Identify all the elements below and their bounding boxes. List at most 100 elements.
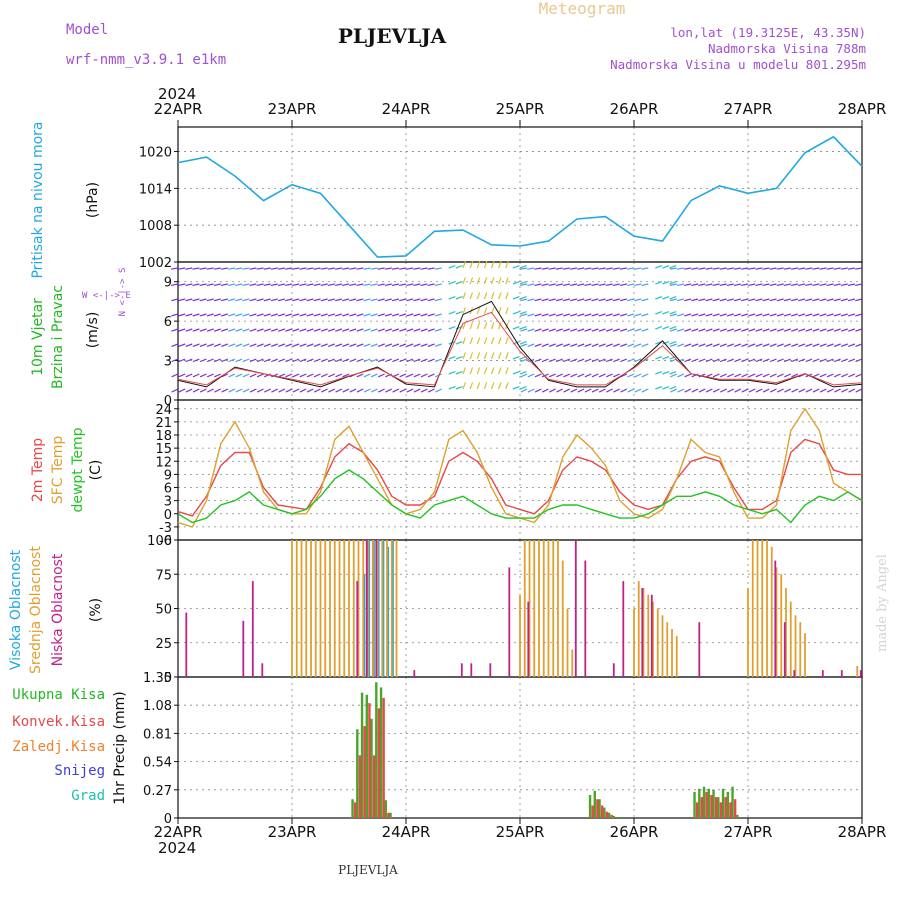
pressure-line xyxy=(177,135,863,258)
wind-arrow xyxy=(783,343,791,347)
wind-arrow xyxy=(705,313,713,317)
wind-label-1: 10m Vjetar xyxy=(30,298,46,376)
wind-arrow xyxy=(762,283,770,287)
wind-arrow xyxy=(769,358,777,363)
wind-arrow xyxy=(769,328,777,332)
wind-arrow xyxy=(855,313,863,317)
wind-arrow xyxy=(213,298,221,302)
wind-arrow xyxy=(413,298,421,302)
year-bottom: 2024 xyxy=(158,839,196,857)
wind-arrow xyxy=(833,343,841,347)
wind-arrow xyxy=(762,298,770,302)
wind-arrow xyxy=(776,343,784,347)
wind-arrow xyxy=(483,307,488,315)
wind-arrow xyxy=(555,343,563,347)
wind-arrow xyxy=(619,283,627,287)
wind-arrow xyxy=(677,343,685,347)
wind-arrow xyxy=(385,388,393,393)
wind-arrow xyxy=(342,267,350,270)
wind-arrow xyxy=(798,283,806,287)
wind-arrow xyxy=(812,358,820,363)
wind-arrow xyxy=(534,343,542,347)
wind-arrow xyxy=(819,373,827,378)
wind-arrow xyxy=(285,328,293,332)
wind-arrow xyxy=(207,388,214,393)
wind-arrow xyxy=(741,283,749,287)
wind-arrow xyxy=(263,343,271,347)
wind-arrow xyxy=(249,328,257,332)
wind-arrow xyxy=(598,267,606,270)
wind-arrow xyxy=(819,283,827,287)
wind-arrow xyxy=(349,388,357,393)
wind-arrow xyxy=(264,388,271,393)
mid-cloud-bar xyxy=(367,540,369,677)
wind-arrow xyxy=(805,267,813,270)
wind-arrow xyxy=(641,313,649,317)
total-rain-bar xyxy=(356,729,359,818)
wind-arrow xyxy=(178,388,186,393)
wind-arrow xyxy=(320,328,328,332)
wind-arrow xyxy=(519,341,527,345)
wind-arrow xyxy=(363,343,371,347)
wind-arrow xyxy=(684,373,692,378)
wind-arrow xyxy=(748,328,756,332)
wind-arrow xyxy=(605,313,613,317)
wind-arrow xyxy=(662,265,670,269)
wind-arrow xyxy=(627,343,635,347)
wind-arrow xyxy=(684,343,692,347)
conv-rain-bar xyxy=(596,799,599,818)
mid-cloud-bar xyxy=(357,540,360,677)
total-rain-bar xyxy=(588,795,592,818)
mid-cloud-bar xyxy=(637,581,640,677)
wind-arrow xyxy=(791,343,799,347)
wind-arrow xyxy=(206,373,214,378)
wind-arrow xyxy=(840,298,848,302)
mid-cloud-bar xyxy=(552,540,555,677)
mid-cloud-bar xyxy=(666,622,669,677)
total-rain-bar xyxy=(721,788,725,818)
wind-arrow xyxy=(549,388,556,393)
y-tick-label: 75 xyxy=(155,568,172,583)
wind-arrow xyxy=(278,388,286,393)
wind-arrow xyxy=(591,373,599,378)
low-cloud-bar xyxy=(527,601,530,677)
wind-arrow xyxy=(541,298,549,302)
mid-cloud-bar xyxy=(523,540,526,677)
wind-arrow xyxy=(527,343,535,347)
wind-arrow xyxy=(634,343,642,347)
wind-arrow xyxy=(819,313,827,317)
wind-arrow xyxy=(185,343,193,347)
wind-arrow xyxy=(563,358,571,363)
wind-arrow xyxy=(327,267,335,270)
wind-arrow xyxy=(356,373,364,378)
mid-cloud-bar xyxy=(348,540,350,677)
wind-label-2: Brzina i Pravac xyxy=(50,285,66,389)
wind-arrow xyxy=(483,322,488,330)
mid-cloud-bar xyxy=(761,540,764,677)
wind-arrow xyxy=(199,267,207,270)
wind-arrow xyxy=(285,298,293,302)
wind-arrow xyxy=(306,313,314,317)
wind-arrow xyxy=(655,386,663,390)
wind-arrow xyxy=(712,388,720,393)
wind-arrow xyxy=(641,388,649,393)
wind-arrow xyxy=(776,373,784,378)
wind-arrow xyxy=(620,373,628,378)
wind-arrow xyxy=(498,292,502,300)
wind-arrow xyxy=(847,283,855,287)
wind-arrow xyxy=(249,267,257,270)
wind-arrow xyxy=(498,322,502,330)
wind-arrow xyxy=(285,358,293,363)
conv-rain-bar xyxy=(695,802,699,818)
mid-cloud-bar xyxy=(747,587,749,677)
wind-arrow xyxy=(313,267,321,270)
wind-arrow xyxy=(819,388,827,393)
wind-arrow xyxy=(292,343,300,347)
wind-arrow xyxy=(677,373,685,378)
wind-arrow xyxy=(655,356,663,360)
wind-arrow xyxy=(384,267,392,270)
wind-arrow xyxy=(805,328,813,332)
wind-arrow xyxy=(826,388,834,393)
wind-arrow xyxy=(570,298,578,302)
wind-arrow xyxy=(776,298,784,302)
